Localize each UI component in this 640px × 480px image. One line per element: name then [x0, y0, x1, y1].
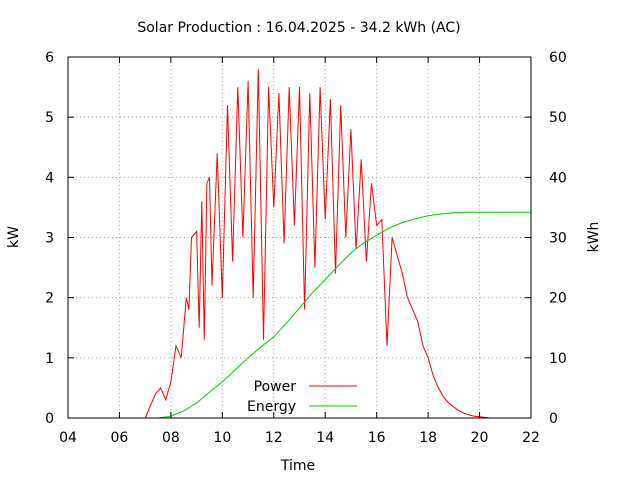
y2-tick-label: 60 — [549, 50, 567, 66]
x-tick-label: 14 — [316, 430, 334, 446]
x-axis-label: Time — [280, 458, 315, 474]
y2-tick-label: 50 — [549, 110, 567, 126]
y-tick-label: 4 — [45, 170, 54, 186]
x-tick-label: 18 — [419, 430, 437, 446]
x-tick-label: 22 — [522, 430, 540, 446]
x-tick-label: 06 — [111, 430, 129, 446]
series-line-power — [144, 68, 493, 419]
y2-tick-label: 20 — [549, 291, 567, 307]
y2-axis-label: kWh — [586, 222, 602, 253]
y2-tick-label: 30 — [549, 231, 567, 247]
x-tick-label: 08 — [162, 430, 180, 446]
y-axis-label: kW — [6, 226, 22, 248]
y-tick-label: 1 — [45, 351, 54, 367]
x-tick-label: 20 — [471, 430, 489, 446]
x-tick-label: 16 — [368, 430, 386, 446]
y2-tick-label: 40 — [549, 170, 567, 186]
grid-lines — [68, 57, 531, 418]
legend-label-power: Power — [254, 379, 297, 395]
y-tick-label: 5 — [45, 110, 54, 126]
y2-tick-label: 0 — [549, 411, 558, 427]
y-tick-label: 0 — [45, 411, 54, 427]
legend-label-energy: Energy — [247, 399, 296, 415]
y-tick-label: 2 — [45, 291, 54, 307]
series-layer — [144, 68, 531, 419]
series-line-energy — [157, 211, 531, 419]
y-tick-label: 3 — [45, 231, 54, 247]
y-tick-label: 6 — [45, 50, 54, 66]
legend: Power Energy — [247, 379, 357, 415]
plot-frame — [67, 56, 532, 419]
x-tick-label: 04 — [59, 430, 77, 446]
x-tick-label: 10 — [213, 430, 231, 446]
x-tick-label: 12 — [265, 430, 283, 446]
chart-title: Solar Production : 16.04.2025 - 34.2 kWh… — [137, 20, 460, 36]
y2-tick-label: 10 — [549, 351, 567, 367]
